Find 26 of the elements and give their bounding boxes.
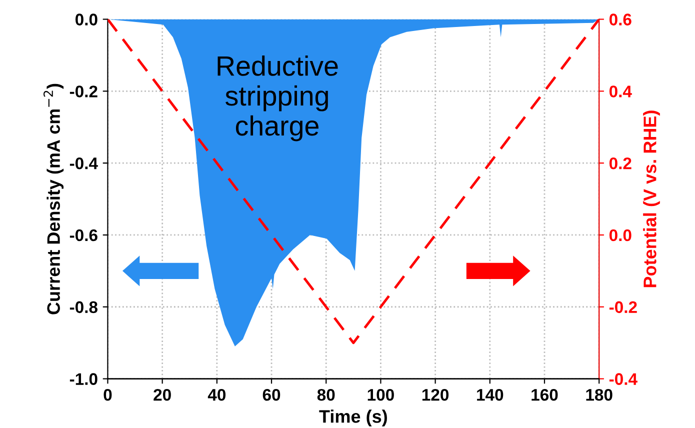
y-tick-label: -0.4	[70, 157, 98, 170]
y-tick-label: -0.8	[70, 301, 98, 314]
y2-tick-label: 0.4	[609, 86, 632, 98]
x-tick-label: 0	[104, 388, 112, 401]
y2-tick-label: -0.2	[609, 301, 637, 314]
x-tick-label: 80	[317, 388, 335, 401]
x-tick-label: 60	[262, 388, 280, 401]
y-tick-label: -0.6	[70, 229, 98, 242]
x-tick-label: 180	[586, 388, 612, 401]
y-tick-label: -1.0	[70, 373, 98, 385]
x-tick-label: 140	[477, 388, 504, 401]
x-tick-label: 160	[532, 388, 558, 401]
y2-axis-title: Potential (V vs. RHE)	[643, 110, 660, 288]
y2-tick-label: -0.4	[609, 373, 638, 385]
y-tick-label: 0.0	[75, 14, 98, 26]
x-tick-label: 100	[368, 388, 394, 401]
x-tick-label: 40	[208, 388, 226, 401]
y2-tick-label: 0.6	[609, 14, 632, 26]
y-tick-label: -0.2	[70, 86, 98, 98]
annotation: Reductive stripping charge	[218, 55, 338, 142]
y2-tick-label: 0.0	[609, 229, 632, 242]
x-tick-label: 20	[154, 388, 171, 401]
y2-tick-label: 0.2	[609, 157, 632, 170]
y-axis-title: Current Density (mA cm$^{−2}$)	[44, 84, 64, 314]
x-tick-label: 120	[422, 388, 449, 401]
x-axis-title: Time (s)	[319, 410, 387, 426]
